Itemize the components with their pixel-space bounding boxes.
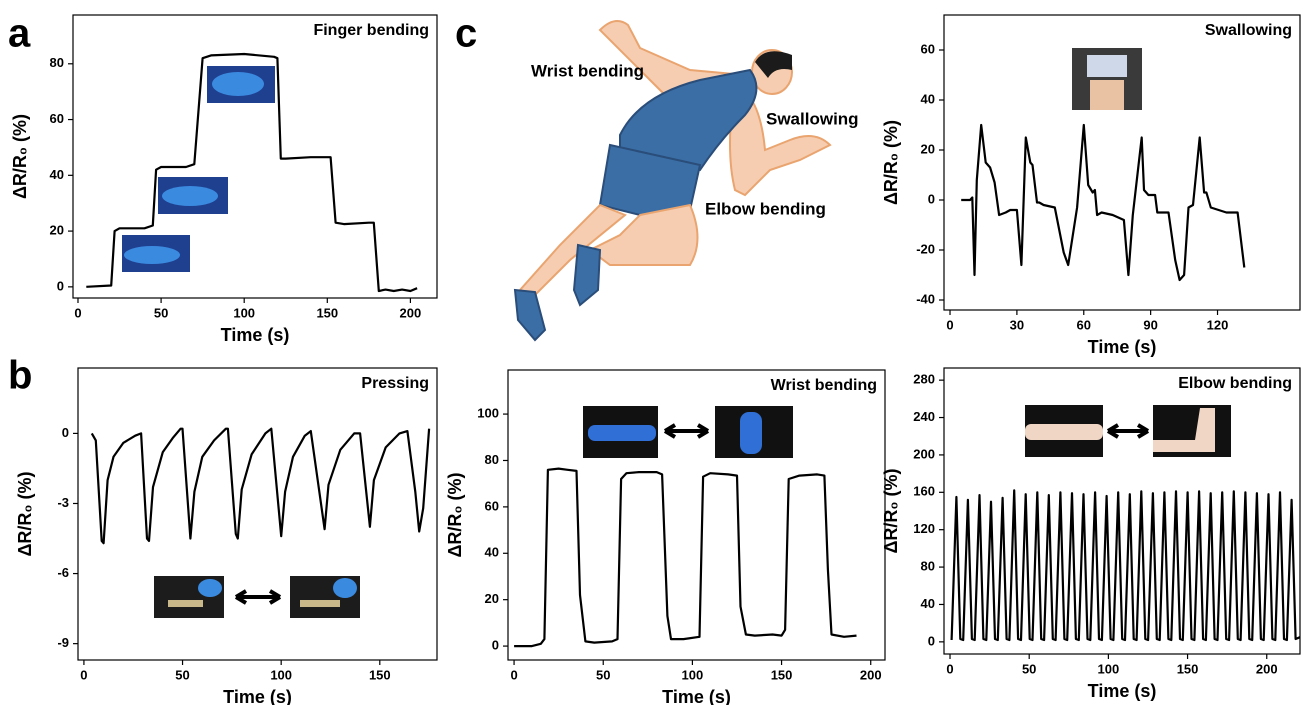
y-tick-label: 160 bbox=[913, 484, 935, 499]
y-tick-label: 0 bbox=[62, 425, 69, 440]
y-axis-title: ΔR/R₀ (%) bbox=[881, 120, 901, 205]
x-tick-label: 90 bbox=[1143, 317, 1157, 332]
y-tick-label: -3 bbox=[57, 495, 69, 510]
y-tick-label: -20 bbox=[916, 241, 935, 256]
x-tick-label: 0 bbox=[74, 305, 81, 320]
data-line bbox=[952, 490, 1300, 640]
x-tick-label: 50 bbox=[154, 305, 168, 320]
x-tick-label: 0 bbox=[510, 667, 517, 682]
x-tick-label: 200 bbox=[860, 667, 882, 682]
y-tick-label: -6 bbox=[57, 565, 69, 580]
y-tick-label: 280 bbox=[913, 372, 935, 387]
x-tick-label: 150 bbox=[771, 667, 793, 682]
y-tick-label: 60 bbox=[485, 498, 499, 513]
x-tick-label: 100 bbox=[682, 667, 704, 682]
axes-frame bbox=[508, 370, 885, 660]
data-line bbox=[514, 469, 856, 646]
x-tick-label: 30 bbox=[1010, 317, 1024, 332]
annotation: Pressing bbox=[361, 375, 429, 392]
axes-frame bbox=[78, 368, 437, 660]
y-axis-title: ΔR/R₀ (%) bbox=[15, 471, 35, 556]
x-tick-label: 200 bbox=[1256, 661, 1278, 676]
illustration-label: Swallowing bbox=[766, 109, 859, 128]
y-tick-label: 80 bbox=[50, 55, 64, 70]
y-tick-label: 40 bbox=[921, 91, 935, 106]
annotation: Elbow bending bbox=[1178, 375, 1292, 392]
x-axis-title: Time (s) bbox=[1088, 681, 1157, 701]
x-tick-label: 50 bbox=[1022, 661, 1036, 676]
panel-label: b bbox=[8, 354, 32, 398]
x-axis-title: Time (s) bbox=[221, 325, 290, 345]
y-tick-label: 40 bbox=[50, 167, 64, 182]
x-tick-label: 0 bbox=[946, 661, 953, 676]
y-tick-label: 100 bbox=[477, 406, 499, 421]
data-line bbox=[961, 125, 1244, 280]
y-tick-label: 0 bbox=[492, 638, 499, 653]
x-tick-label: 0 bbox=[80, 667, 87, 682]
y-tick-label: 200 bbox=[913, 446, 935, 461]
y-tick-label: 120 bbox=[913, 521, 935, 536]
y-tick-label: 0 bbox=[928, 633, 935, 648]
y-tick-label: -9 bbox=[57, 635, 69, 650]
y-tick-label: 240 bbox=[913, 409, 935, 424]
x-tick-label: 120 bbox=[1207, 317, 1229, 332]
x-tick-label: 200 bbox=[400, 305, 422, 320]
y-tick-label: 20 bbox=[485, 591, 499, 606]
y-axis-title: ΔR/R₀ (%) bbox=[445, 472, 465, 557]
y-axis-title: ΔR/R₀ (%) bbox=[10, 114, 30, 199]
y-axis-title: ΔR/R₀ (%) bbox=[881, 468, 901, 553]
x-tick-label: 0 bbox=[946, 317, 953, 332]
x-tick-label: 150 bbox=[1177, 661, 1199, 676]
x-axis-title: Time (s) bbox=[662, 687, 731, 705]
y-tick-label: 40 bbox=[485, 545, 499, 560]
y-tick-label: 80 bbox=[921, 559, 935, 574]
x-axis-title: Time (s) bbox=[1088, 337, 1157, 357]
data-line bbox=[92, 429, 429, 544]
y-tick-label: 20 bbox=[50, 223, 64, 238]
annotation: Swallowing bbox=[1205, 22, 1292, 39]
x-tick-label: 100 bbox=[233, 305, 255, 320]
y-tick-label: 0 bbox=[57, 278, 64, 293]
x-tick-label: 150 bbox=[316, 305, 338, 320]
y-tick-label: 20 bbox=[921, 141, 935, 156]
figure: a b c Wrist bending Swallowing Elbow ben… bbox=[0, 0, 1303, 705]
annotation: Wrist bending bbox=[771, 377, 877, 394]
x-tick-label: 150 bbox=[369, 667, 391, 682]
annotation: Finger bending bbox=[313, 22, 429, 39]
panel-label: c bbox=[455, 12, 477, 56]
illustration-label: Wrist bending bbox=[531, 61, 644, 80]
y-tick-label: 40 bbox=[921, 596, 935, 611]
y-tick-label: -40 bbox=[916, 291, 935, 306]
y-tick-label: 80 bbox=[485, 452, 499, 467]
x-tick-label: 60 bbox=[1077, 317, 1091, 332]
x-tick-label: 100 bbox=[270, 667, 292, 682]
panel-label: a bbox=[8, 12, 31, 56]
y-tick-label: 60 bbox=[921, 41, 935, 56]
x-tick-label: 100 bbox=[1098, 661, 1120, 676]
y-tick-label: 60 bbox=[50, 111, 64, 126]
x-tick-label: 50 bbox=[596, 667, 610, 682]
x-tick-label: 50 bbox=[175, 667, 189, 682]
illustration-label: Elbow bending bbox=[705, 199, 826, 218]
y-tick-label: 0 bbox=[928, 191, 935, 206]
x-axis-title: Time (s) bbox=[223, 687, 292, 705]
